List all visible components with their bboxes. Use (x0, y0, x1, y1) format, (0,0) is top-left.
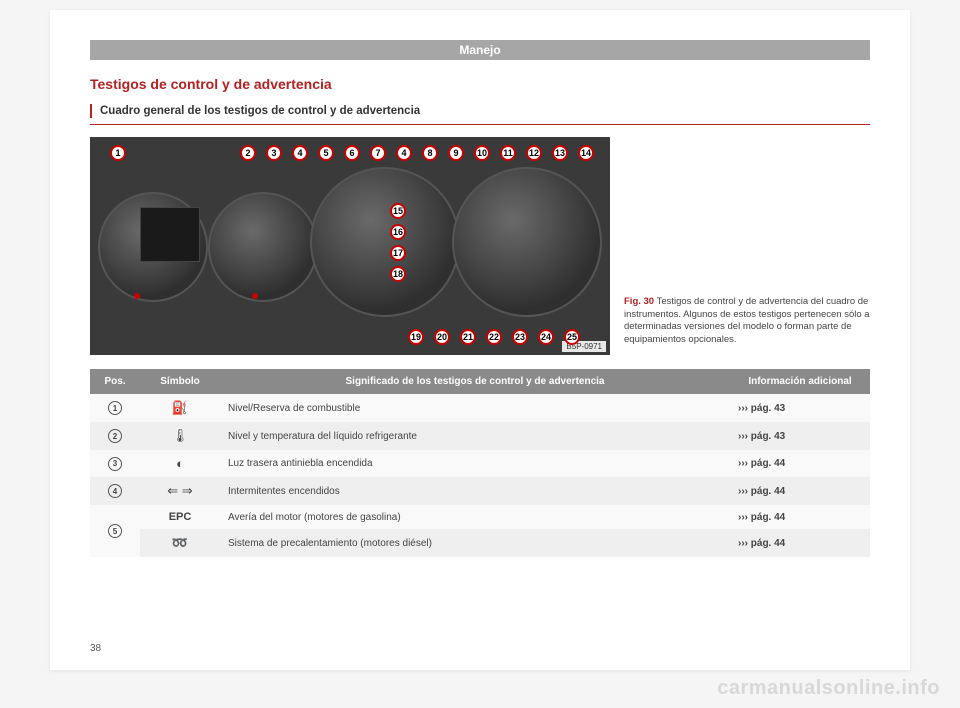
callout-circle: 1 (110, 145, 126, 161)
callout-circle: 4 (292, 145, 308, 161)
table-row: 4 ⇐ ⇒Intermitentes encendidos››› pág. 44 (90, 477, 870, 505)
callout-circle: 12 (526, 145, 542, 161)
callout-circle: 13 (552, 145, 568, 161)
subheading-row: Cuadro general de los testigos de contro… (90, 104, 870, 118)
description-cell: Luz trasera antiniebla encendida (220, 450, 730, 477)
instrument-cluster-figure: B5P-0971 1234567489101112131415161718192… (90, 137, 610, 355)
symbol-cell: 🌡 (140, 422, 220, 450)
pos-cell: 4 (90, 477, 140, 505)
pos-cell: 5 (90, 505, 140, 557)
callout-circle: 19 (408, 329, 424, 345)
callout-circle: 15 (390, 203, 406, 219)
table-row: ➿Sistema de precalentamiento (motores di… (90, 529, 870, 557)
table-row: 2 🌡Nivel y temperatura del líquido refrig… (90, 422, 870, 450)
callout-circle: 24 (538, 329, 554, 345)
header-bar: Manejo (90, 40, 870, 60)
figure-caption: Fig. 30 Testigos de control y de adverte… (624, 296, 870, 355)
table-row: 1 ⛽Nivel/Reserva de combustible››› pág. 4… (90, 394, 870, 422)
info-cell: ››› pág. 44 (730, 505, 870, 529)
pos-number: 1 (108, 401, 122, 415)
symbol-cell: ⛽ (140, 394, 220, 422)
subheading: Cuadro general de los testigos de contro… (100, 105, 420, 117)
callout-circle: 5 (318, 145, 334, 161)
page-number: 38 (90, 643, 101, 654)
symbol-cell: ➿ (140, 529, 220, 557)
pos-number: 3 (108, 457, 122, 471)
th-pos: Pos. (90, 369, 140, 394)
figure-caption-text: Testigos de control y de advertencia del… (624, 296, 870, 345)
info-cell: ››› pág. 43 (730, 394, 870, 422)
table-row: 5EPCAvería del motor (motores de gasolin… (90, 505, 870, 529)
th-meaning: Significado de los testigos de control y… (220, 369, 730, 394)
rpm-gauge (310, 167, 460, 317)
warning-lights-table: Pos. Símbolo Significado de los testigos… (90, 369, 870, 557)
dot (252, 293, 258, 299)
pos-cell: 1 (90, 394, 140, 422)
callout-circle: 16 (390, 224, 406, 240)
callout-circle: 25 (564, 329, 580, 345)
description-cell: Avería del motor (motores de gasolina) (220, 505, 730, 529)
callout-circle: 17 (390, 245, 406, 261)
description-cell: Nivel y temperatura del líquido refriger… (220, 422, 730, 450)
callout-circle: 20 (434, 329, 450, 345)
callout-circle: 9 (448, 145, 464, 161)
callout-circle: 22 (486, 329, 502, 345)
description-cell: Nivel/Reserva de combustible (220, 394, 730, 422)
rule (90, 124, 870, 125)
pos-cell: 3 (90, 450, 140, 477)
callout-circle: 11 (500, 145, 516, 161)
pos-number: 4 (108, 484, 122, 498)
callout-circle: 8 (422, 145, 438, 161)
callout-circle: 4 (396, 145, 412, 161)
info-cell: ››› pág. 44 (730, 529, 870, 557)
symbol-cell: ◐ (140, 450, 220, 477)
callout-circle: 7 (370, 145, 386, 161)
callout-circle: 2 (240, 145, 256, 161)
center-display (140, 207, 200, 262)
page: Manejo Testigos de control y de adverten… (50, 10, 910, 670)
red-divider (90, 104, 92, 118)
description-cell: Sistema de precalentamiento (motores dié… (220, 529, 730, 557)
symbol-cell: ⇐ ⇒ (140, 477, 220, 505)
callout-circle: 23 (512, 329, 528, 345)
callout-circle: 18 (390, 266, 406, 282)
info-cell: ››› pág. 44 (730, 477, 870, 505)
table-row: 3 ◐Luz trasera antiniebla encendida››› pá… (90, 450, 870, 477)
watermark: carmanualsonline.info (717, 677, 940, 700)
pos-number: 2 (108, 429, 122, 443)
section-heading: Testigos de control y de advertencia (90, 76, 870, 92)
callout-circle: 6 (344, 145, 360, 161)
pos-number: 5 (108, 524, 122, 538)
symbol-cell: EPC (140, 505, 220, 529)
dot (134, 293, 140, 299)
figure-row: B5P-0971 1234567489101112131415161718192… (90, 137, 870, 355)
temp-gauge (208, 192, 318, 302)
pos-cell: 2 (90, 422, 140, 450)
callout-circle: 10 (474, 145, 490, 161)
th-info: Información adicional (730, 369, 870, 394)
callout-circle: 14 (578, 145, 594, 161)
info-cell: ››› pág. 43 (730, 422, 870, 450)
info-cell: ››› pág. 44 (730, 450, 870, 477)
callout-circle: 3 (266, 145, 282, 161)
th-symbol: Símbolo (140, 369, 220, 394)
callout-circle: 21 (460, 329, 476, 345)
description-cell: Intermitentes encendidos (220, 477, 730, 505)
speed-gauge (452, 167, 602, 317)
figure-number: Fig. 30 (624, 296, 654, 307)
